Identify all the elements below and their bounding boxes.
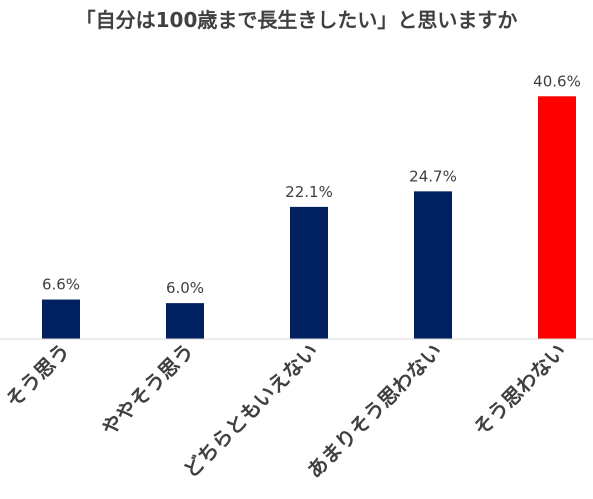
category-label-3: どちらともいえない (179, 339, 323, 483)
bar-3 (290, 206, 328, 339)
value-labels-layer: 6.6% 6.0% 22.1% 24.7% 40.6% (42, 72, 581, 297)
value-label-2: 6.0% (166, 279, 204, 297)
category-label-1: そう思う (1, 339, 75, 413)
bar-5 (538, 96, 576, 340)
bar-2 (166, 303, 204, 339)
chart-title: 「自分は100歳まで長生きしたい」と思いますか (75, 8, 518, 32)
value-label-1: 6.6% (42, 276, 80, 294)
category-label-2: ややそう思う (97, 339, 199, 441)
value-label-5: 40.6% (533, 72, 581, 90)
category-label-5: そう思わない (469, 339, 571, 441)
bars-layer (42, 96, 576, 340)
value-label-3: 22.1% (285, 183, 333, 201)
bar-4 (414, 191, 452, 339)
category-label-4: あまりそう思わない (302, 339, 446, 483)
bar-1 (42, 299, 80, 339)
value-label-4: 24.7% (409, 167, 457, 185)
